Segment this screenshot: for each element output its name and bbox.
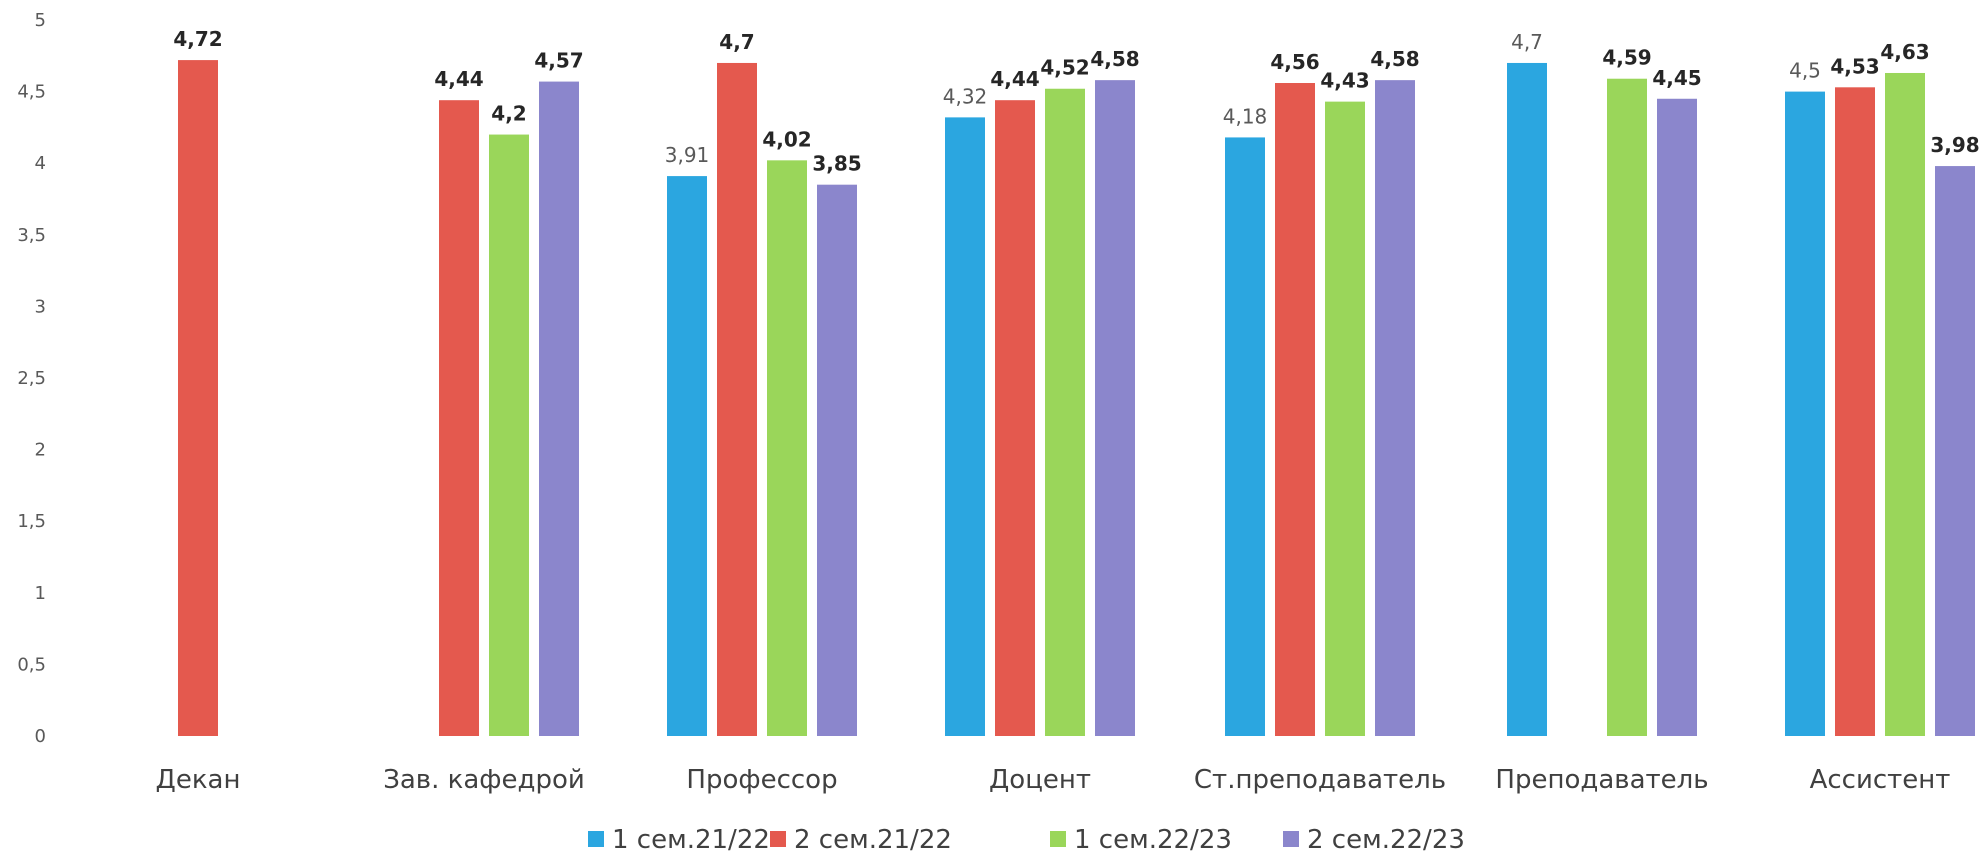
y-tick-label: 4 bbox=[35, 153, 46, 174]
y-tick-label: 2 bbox=[35, 440, 46, 461]
bar bbox=[1935, 166, 1975, 737]
data-label: 4,56 bbox=[1270, 50, 1319, 74]
data-label: 4,44 bbox=[990, 67, 1039, 91]
data-label: 4,53 bbox=[1830, 54, 1879, 78]
bars bbox=[178, 60, 1975, 737]
legend: 1 сем.21/22 2 сем.21/22 1 сем.22/23 2 сем.2… bbox=[588, 825, 1465, 855]
x-category-label: Профессор bbox=[686, 765, 837, 795]
y-tick-label: 1,5 bbox=[17, 511, 46, 532]
x-category-label: Зав. кафедрой bbox=[383, 765, 585, 795]
bar bbox=[1325, 101, 1365, 736]
x-category-label: Декан bbox=[156, 765, 241, 795]
bar bbox=[1095, 80, 1135, 737]
bar bbox=[1507, 62, 1547, 736]
legend-swatch bbox=[1050, 831, 1066, 847]
legend-swatch bbox=[1283, 831, 1299, 847]
y-tick-label: 0 bbox=[35, 726, 46, 747]
x-category-label: Доцент bbox=[989, 765, 1091, 795]
bar bbox=[1835, 87, 1875, 736]
bar bbox=[995, 100, 1035, 736]
bar bbox=[1785, 91, 1825, 737]
bar bbox=[767, 160, 807, 736]
data-label: 4,57 bbox=[534, 49, 583, 73]
data-label: 3,98 bbox=[1930, 133, 1979, 157]
bar bbox=[1885, 72, 1925, 736]
data-label: 4,18 bbox=[1223, 104, 1268, 128]
x-category-label: Ассистент bbox=[1810, 765, 1951, 795]
data-label: 4,7 bbox=[719, 30, 754, 54]
legend-swatch bbox=[588, 831, 604, 847]
data-label: 4,43 bbox=[1320, 69, 1369, 93]
bar bbox=[539, 81, 579, 737]
bar bbox=[1225, 137, 1265, 736]
data-label: 4,45 bbox=[1652, 66, 1701, 90]
x-axis: Декан Зав. кафедрой Профессор Доцент Ст.преп… bbox=[156, 765, 1951, 795]
bar bbox=[1657, 98, 1697, 736]
data-label: 4,63 bbox=[1880, 40, 1929, 64]
legend-swatch bbox=[770, 831, 786, 847]
data-labels: 4,724,444,24,573,914,74,023,854,324,44 4,… bbox=[173, 27, 1979, 176]
data-label: 3,91 bbox=[665, 143, 710, 167]
data-label: 4,72 bbox=[173, 27, 222, 51]
y-tick-label: 3,5 bbox=[17, 225, 46, 246]
data-label: 4,32 bbox=[943, 84, 988, 108]
bar bbox=[1045, 88, 1085, 736]
data-label: 4,2 bbox=[491, 102, 526, 126]
y-tick-label: 3 bbox=[35, 296, 46, 317]
x-category-label: Преподаватель bbox=[1495, 765, 1708, 795]
y-tick-label: 5 bbox=[35, 10, 46, 31]
bar bbox=[489, 134, 529, 736]
y-tick-label: 4,5 bbox=[17, 82, 46, 103]
y-tick-label: 1 bbox=[35, 583, 46, 604]
data-label: 4,58 bbox=[1370, 47, 1419, 71]
bar bbox=[439, 100, 479, 736]
data-label: 4,52 bbox=[1040, 56, 1089, 80]
legend-label: 2 сем.21/22 bbox=[794, 825, 952, 855]
data-label: 4,44 bbox=[434, 67, 483, 91]
legend-label: 1 сем.21/22 bbox=[612, 825, 770, 855]
data-label: 4,7 bbox=[1511, 30, 1543, 54]
data-label: 4,02 bbox=[762, 127, 811, 151]
bar bbox=[717, 62, 757, 736]
y-tick-label: 2,5 bbox=[17, 368, 46, 389]
y-axis: 0 0,5 1 1,5 2 2,5 3 3,5 4 4,5 5 bbox=[17, 10, 46, 747]
bar bbox=[667, 176, 707, 736]
x-category-label: Ст.преподаватель bbox=[1194, 765, 1446, 795]
bar bbox=[1375, 80, 1415, 737]
y-tick-label: 0,5 bbox=[17, 654, 46, 675]
bar bbox=[945, 117, 985, 737]
data-label: 4,5 bbox=[1789, 59, 1821, 83]
bar bbox=[1607, 78, 1647, 737]
legend-label: 2 сем.22/23 bbox=[1307, 825, 1465, 855]
data-label: 4,58 bbox=[1090, 47, 1139, 71]
data-label: 4,59 bbox=[1602, 46, 1651, 70]
data-label: 3,85 bbox=[812, 152, 861, 176]
bar bbox=[178, 60, 218, 736]
bar bbox=[817, 184, 857, 736]
legend-label: 1 сем.22/23 bbox=[1074, 825, 1232, 855]
bar bbox=[1275, 83, 1315, 737]
